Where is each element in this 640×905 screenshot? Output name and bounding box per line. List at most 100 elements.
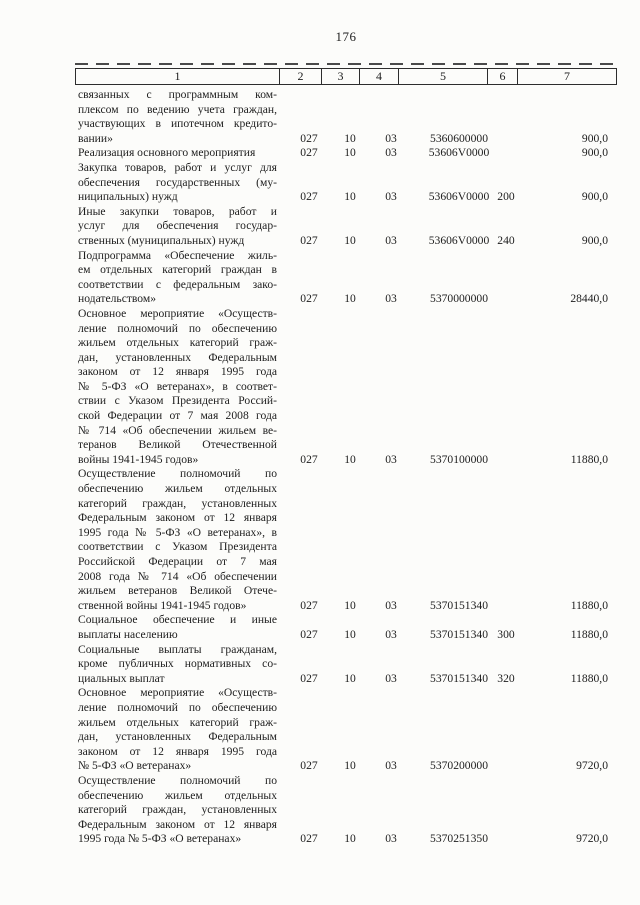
description-line: категорий граждан, установленных — [78, 803, 277, 817]
table-row: Осуществление полномочий по обеспечению ж… — [75, 467, 617, 613]
description-line: соответствии с Указом Президента — [78, 540, 277, 554]
row-col-6: 240 — [497, 233, 515, 247]
description-line: ем отдельных категорий граждан в — [78, 263, 277, 277]
row-col-4: 03 — [385, 759, 397, 773]
row-description: Реализация основного мероприятия — [75, 146, 279, 161]
row-col-2: 027 — [300, 627, 318, 641]
row-col-3: 10 — [344, 233, 356, 247]
description-line: участвующих в ипотечном кредито- — [78, 117, 277, 131]
row-description: Основное мероприятие «Осуществ-ление пол… — [75, 307, 279, 468]
row-col-5: 5370000000 — [430, 292, 488, 306]
row-col-7: 900,0 — [581, 233, 608, 247]
row-col-4: 03 — [385, 131, 397, 145]
row-col-2: 027 — [300, 190, 318, 204]
description-line: Реализация основного мероприятия — [78, 146, 256, 160]
row-description: связанных с программным ком-плексом по в… — [75, 88, 279, 146]
row-col-2: 027 — [300, 233, 318, 247]
row-description: Иные закупки товаров, работ и услуг для о… — [75, 205, 279, 249]
description-line: жильем отдельных категорий граж- — [78, 336, 277, 350]
row-col-7: 11880,0 — [570, 598, 608, 612]
description-line: № 714 «Об обеспечении жильем ве- — [78, 423, 277, 437]
row-col-4: 03 — [385, 627, 397, 641]
header-cell-1: 1 — [76, 69, 280, 84]
description-line: Основное мероприятие «Осуществ- — [78, 306, 277, 320]
row-col-5: 5370100000 — [430, 452, 488, 466]
table-row: связанных с программным ком-плексом по в… — [75, 88, 617, 146]
row-col-3: 10 — [344, 832, 356, 846]
description-line: Закупка товаров, работ и услуг для — [78, 160, 277, 174]
description-line: ственных (муниципальных) нужд — [78, 233, 245, 247]
row-col-4: 03 — [385, 190, 397, 204]
description-line: Осуществление полномочий по — [78, 467, 277, 481]
description-line: ственной войны 1941-1945 годов» — [78, 598, 247, 612]
row-description: Осуществление полномочий по обеспечению ж… — [75, 467, 279, 613]
description-line: Подпрограмма «Обеспечение жиль- — [78, 248, 277, 262]
description-line: категорий граждан, установленных — [78, 496, 277, 510]
table-row: Реализация основного мероприятия 027 10 03 5… — [75, 146, 617, 161]
table-row: Закупка товаров, работ и услуг для обеспе… — [75, 161, 617, 205]
description-line: Федеральным законом от 12 января — [78, 817, 277, 831]
row-col-2: 027 — [300, 131, 318, 145]
row-description: Осуществление полномочий по обеспечению ж… — [75, 774, 279, 847]
description-line: циальных выплат — [78, 671, 165, 685]
table-row: Основное мероприятие «Осуществ-ление пол… — [75, 307, 617, 468]
description-line: дан, установленных Федеральным — [78, 350, 277, 364]
table-body: связанных с программным ком-плексом по в… — [75, 88, 617, 847]
row-col-2: 027 — [300, 146, 318, 160]
header-cell-5: 5 — [399, 69, 488, 84]
table-row: Основное мероприятие «Осуществ-ление пол… — [75, 686, 617, 774]
description-line: ской Федерации от 7 мая 2008 года — [78, 409, 277, 423]
description-line: жильем отдельных категорий граж- — [78, 715, 277, 729]
header-cell-2: 2 — [280, 69, 322, 84]
row-col-3: 10 — [344, 292, 356, 306]
row-col-3: 10 — [344, 452, 356, 466]
row-col-7: 28440,0 — [570, 292, 608, 306]
page-number: 176 — [335, 29, 357, 44]
row-col-2: 027 — [300, 832, 318, 846]
description-line: войны 1941-1945 годов» — [78, 452, 199, 466]
row-col-4: 03 — [385, 598, 397, 612]
description-line: Осуществление полномочий по — [78, 773, 277, 787]
row-col-6: 300 — [497, 627, 515, 641]
row-col-3: 10 — [344, 759, 356, 773]
row-col-4: 03 — [385, 452, 397, 466]
description-line: Социальное обеспечение и иные — [78, 613, 277, 627]
row-description: Подпрограмма «Обеспечение жиль-ем отдель… — [75, 249, 279, 307]
row-col-4: 03 — [385, 671, 397, 685]
description-line: ление полномочий по обеспечению — [78, 700, 277, 714]
row-col-7: 11880,0 — [570, 671, 608, 685]
description-line: Основное мероприятие «Осуществ- — [78, 686, 277, 700]
row-col-5: 5370200000 — [430, 759, 488, 773]
row-col-2: 027 — [300, 671, 318, 685]
description-line: обеспечению жильем отдельных — [78, 788, 277, 802]
row-col-7: 11880,0 — [570, 452, 608, 466]
row-col-2: 027 — [300, 759, 318, 773]
description-line: вании» — [78, 131, 113, 145]
description-line: законом от 12 января 1995 года — [78, 365, 277, 379]
row-col-4: 03 — [385, 146, 397, 160]
row-col-2: 027 — [300, 452, 318, 466]
row-col-3: 10 — [344, 671, 356, 685]
row-col-4: 03 — [385, 832, 397, 846]
description-line: кроме публичных нормативных со- — [78, 657, 277, 671]
row-description: Социальное обеспечение и иные выплаты нас… — [75, 613, 279, 642]
description-line: ление полномочий по обеспечению — [78, 321, 277, 335]
description-line: выплаты населению — [78, 627, 178, 641]
row-col-7: 9720,0 — [576, 759, 608, 773]
description-line: соответствии с федеральным зако- — [78, 277, 277, 291]
table-row: Иные закупки товаров, работ и услуг для о… — [75, 205, 617, 249]
description-line: Федеральным законом от 12 января — [78, 511, 277, 525]
row-col-2: 027 — [300, 598, 318, 612]
row-description: Социальные выплаты гражданам, кроме публи… — [75, 643, 279, 687]
header-cell-6: 6 — [488, 69, 518, 84]
description-line: ниципальных) нужд — [78, 190, 178, 204]
row-col-6: 200 — [497, 190, 515, 204]
row-col-5: 5370251350 — [430, 832, 488, 846]
header-cell-4: 4 — [360, 69, 399, 84]
row-col-4: 03 — [385, 233, 397, 247]
description-line: обеспечения государственных (му- — [78, 175, 277, 189]
description-line: № 5-ФЗ «О ветеранах», в соответ- — [78, 379, 277, 393]
description-line: Российской Федерации от 7 мая — [78, 555, 277, 568]
